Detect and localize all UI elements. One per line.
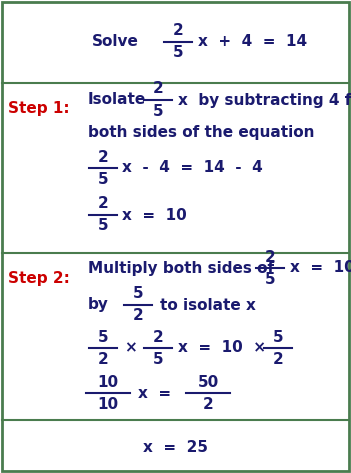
Text: 2: 2 [265, 249, 276, 264]
Text: x  by subtracting 4 from: x by subtracting 4 from [178, 93, 351, 107]
Text: x  -  4  =  14  -  4: x - 4 = 14 - 4 [122, 160, 263, 175]
Text: x  =  10  ×: x = 10 × [178, 341, 266, 356]
Text: 5: 5 [153, 351, 163, 367]
Text: 10: 10 [98, 396, 119, 412]
Text: 2: 2 [273, 351, 283, 367]
Text: 50: 50 [197, 375, 219, 389]
Text: 5: 5 [98, 172, 108, 186]
Text: x  =  25: x = 25 [143, 439, 208, 455]
Text: 2: 2 [98, 351, 108, 367]
Text: 5: 5 [133, 287, 143, 301]
Text: Solve: Solve [92, 35, 138, 50]
Text: 2: 2 [153, 81, 163, 96]
Text: to isolate x: to isolate x [160, 298, 256, 313]
Text: 2: 2 [98, 196, 108, 211]
Text: x  =: x = [138, 385, 171, 401]
Text: 10: 10 [98, 375, 119, 389]
Text: by: by [88, 298, 109, 313]
Text: Isolate: Isolate [88, 93, 146, 107]
Text: 5: 5 [273, 330, 283, 344]
Text: x  +  4  =  14: x + 4 = 14 [198, 35, 307, 50]
Text: ×: × [124, 341, 137, 356]
Text: 2: 2 [203, 396, 213, 412]
Text: 5: 5 [98, 330, 108, 344]
Text: Multiply both sides of: Multiply both sides of [88, 261, 274, 275]
Text: 5: 5 [153, 104, 163, 119]
Text: 2: 2 [98, 149, 108, 165]
Text: 5: 5 [173, 45, 183, 61]
Text: 2: 2 [153, 330, 163, 344]
Text: x  =  10: x = 10 [290, 261, 351, 275]
Text: 5: 5 [98, 219, 108, 234]
Text: Step 2:: Step 2: [8, 271, 70, 286]
Text: Step 1:: Step 1: [8, 100, 69, 115]
Text: x  =  10: x = 10 [122, 208, 187, 222]
Text: both sides of the equation: both sides of the equation [88, 124, 314, 140]
Text: 2: 2 [133, 308, 143, 324]
Text: 2: 2 [173, 24, 183, 38]
Text: 5: 5 [265, 272, 275, 287]
